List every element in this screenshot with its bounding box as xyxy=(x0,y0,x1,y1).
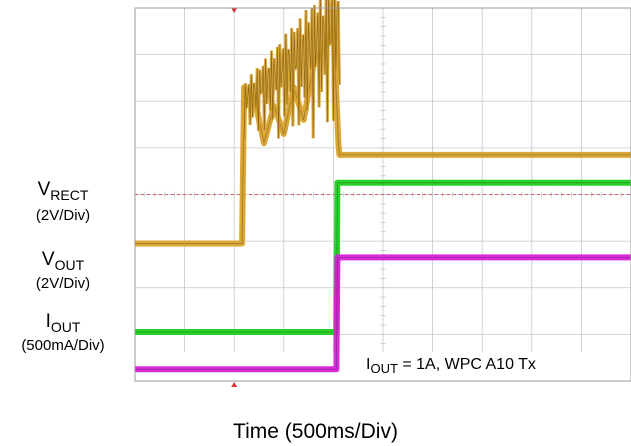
vout-scale: (2V/Div) xyxy=(35,275,91,292)
x-axis-label: Time (500ms/Div) xyxy=(233,420,398,443)
vout-label: VOUT (2V/Div) xyxy=(0,250,126,291)
plot-frame xyxy=(134,7,631,382)
vrect-label-sub: RECT xyxy=(50,187,89,203)
vrect-ringing-edge xyxy=(243,0,340,139)
waveform-2 xyxy=(135,254,631,373)
waveform-noise-2 xyxy=(135,257,631,370)
vrect-scale: (2V/Div) xyxy=(35,207,91,224)
vrect-label-main: V xyxy=(37,179,51,200)
trigger-marker-bottom xyxy=(231,382,238,387)
vout-label-main: V xyxy=(41,249,55,270)
annotation-sub: OUT xyxy=(370,361,398,376)
iout-label: IOUT (500mA/Div) xyxy=(0,312,126,353)
vrect-label: VRECT (2V/Div) xyxy=(0,180,126,223)
trigger-marker-top xyxy=(231,8,238,13)
annotation-rest: = 1A, WPC A10 Tx xyxy=(397,356,536,373)
iout-label-sub: OUT xyxy=(50,319,81,335)
iout-scale: (500mA/Div) xyxy=(21,337,105,354)
test-condition-annotation: IOUT = 1A, WPC A10 Tx xyxy=(366,356,536,376)
vout-label-sub: OUT xyxy=(54,257,85,273)
annotation-main: I xyxy=(366,356,371,373)
iout-label-main: I xyxy=(45,311,51,332)
annotation-box xyxy=(150,352,628,380)
